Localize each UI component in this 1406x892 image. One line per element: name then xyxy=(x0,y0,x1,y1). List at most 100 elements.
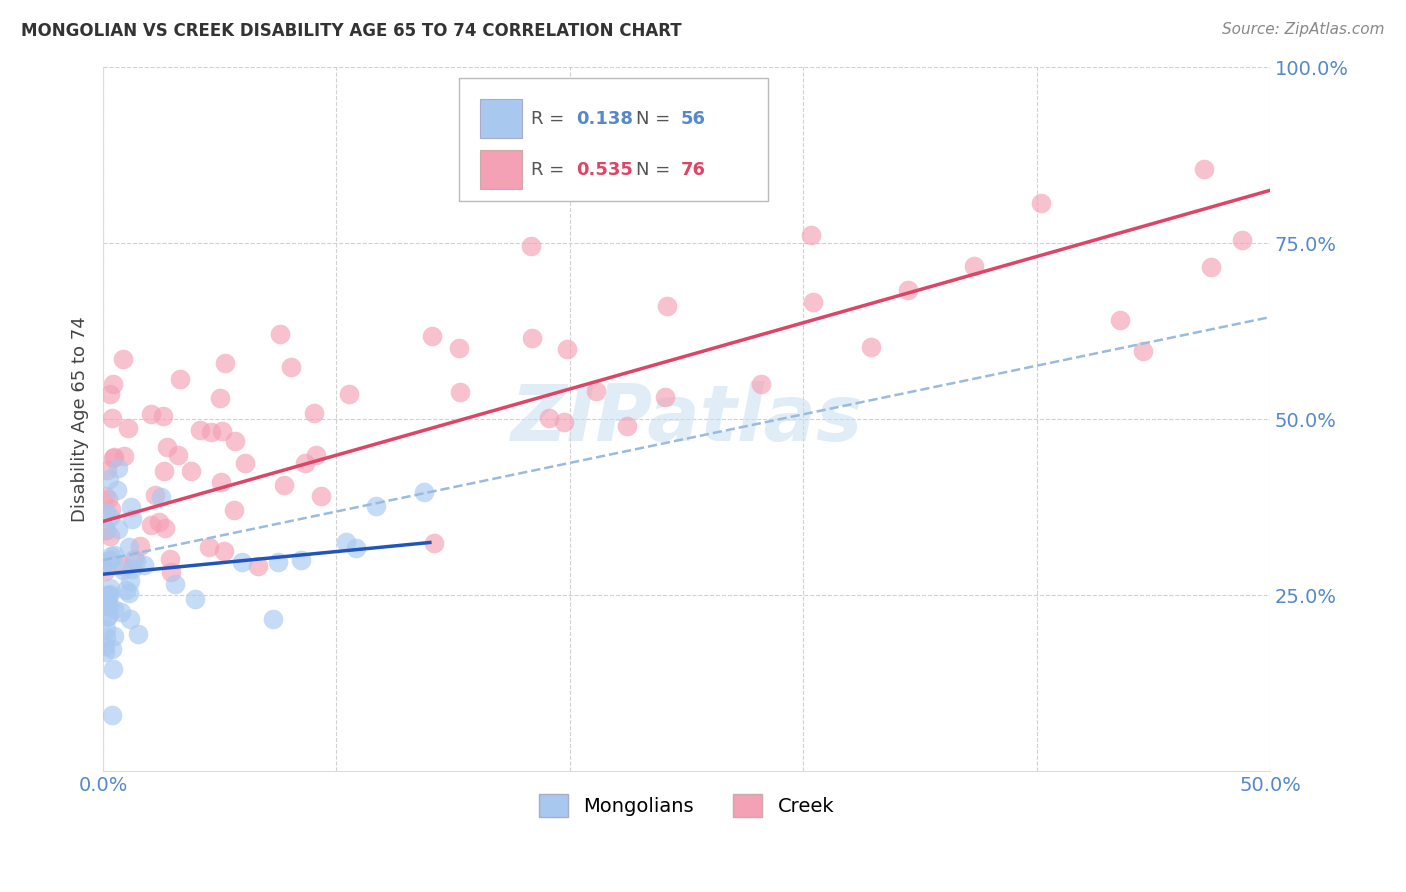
Text: 0.138: 0.138 xyxy=(575,110,633,128)
Point xyxy=(100,501,122,516)
Point xyxy=(98,471,121,485)
Point xyxy=(231,555,253,569)
Point xyxy=(98,510,121,524)
Point xyxy=(97,588,120,602)
Point xyxy=(94,639,117,653)
Point xyxy=(141,407,163,421)
Point xyxy=(555,342,578,356)
Point xyxy=(180,464,202,478)
Point xyxy=(522,331,544,345)
Point xyxy=(224,434,246,448)
Point xyxy=(208,392,231,406)
Point xyxy=(124,552,146,566)
Text: 76: 76 xyxy=(681,161,706,178)
Point xyxy=(200,425,222,439)
Point xyxy=(246,558,269,573)
Point xyxy=(1199,260,1222,274)
Point xyxy=(94,489,117,503)
Point xyxy=(152,409,174,424)
Point xyxy=(100,587,122,601)
Point xyxy=(125,554,148,568)
Point xyxy=(117,421,139,435)
Point xyxy=(585,384,607,399)
Point xyxy=(447,341,470,355)
Point xyxy=(413,485,436,500)
Point xyxy=(267,555,290,569)
Point xyxy=(269,327,291,342)
Point xyxy=(98,599,121,613)
Point xyxy=(1108,313,1130,327)
Point xyxy=(183,592,205,607)
Point xyxy=(344,541,367,555)
Point xyxy=(103,601,125,615)
Point xyxy=(98,387,121,401)
Point xyxy=(94,555,117,569)
Point xyxy=(97,491,120,506)
Point xyxy=(94,597,117,611)
Text: 56: 56 xyxy=(681,110,706,128)
Point xyxy=(112,558,135,573)
Point xyxy=(96,505,118,519)
Point xyxy=(120,500,142,514)
Point xyxy=(96,610,118,624)
Point xyxy=(117,586,139,600)
FancyBboxPatch shape xyxy=(458,78,768,201)
Point xyxy=(94,645,117,659)
Point xyxy=(97,588,120,602)
Point xyxy=(94,564,117,578)
FancyBboxPatch shape xyxy=(479,150,522,189)
Point xyxy=(449,384,471,399)
Point xyxy=(335,535,357,549)
Point xyxy=(294,456,316,470)
Point xyxy=(962,259,984,273)
Point xyxy=(235,456,257,470)
Point xyxy=(96,593,118,607)
Point xyxy=(100,411,122,425)
Text: R =: R = xyxy=(531,161,571,178)
Point xyxy=(1132,344,1154,359)
Point xyxy=(121,512,143,526)
Point xyxy=(520,239,543,253)
Point xyxy=(101,708,124,723)
Point xyxy=(112,351,135,366)
Text: 0.535: 0.535 xyxy=(575,161,633,178)
Point xyxy=(749,377,772,392)
Point xyxy=(420,328,443,343)
Point xyxy=(148,515,170,529)
Point xyxy=(153,521,176,535)
Point xyxy=(101,377,124,392)
Point xyxy=(188,423,211,437)
Point xyxy=(115,583,138,598)
Legend: Mongolians, Creek: Mongolians, Creek xyxy=(531,786,842,825)
Point xyxy=(800,227,823,242)
Point xyxy=(101,662,124,676)
Point xyxy=(98,529,121,543)
Point xyxy=(132,558,155,572)
Point xyxy=(103,450,125,465)
Point xyxy=(97,609,120,624)
Point xyxy=(143,488,166,502)
Point xyxy=(165,576,187,591)
Point xyxy=(1192,161,1215,176)
Point xyxy=(273,478,295,492)
Point xyxy=(128,539,150,553)
Point xyxy=(98,553,121,567)
Point xyxy=(169,372,191,386)
Point xyxy=(537,411,560,425)
Point xyxy=(214,356,236,370)
Point xyxy=(290,552,312,566)
Point xyxy=(654,390,676,404)
Point xyxy=(305,448,328,462)
Point xyxy=(103,630,125,644)
Point xyxy=(1232,233,1254,247)
Point xyxy=(209,475,232,489)
Point xyxy=(107,461,129,475)
Point xyxy=(309,489,332,503)
Point xyxy=(302,406,325,420)
Point xyxy=(107,522,129,536)
Point xyxy=(97,554,120,568)
Point xyxy=(112,563,135,577)
Point xyxy=(212,544,235,558)
Y-axis label: Disability Age 65 to 74: Disability Age 65 to 74 xyxy=(72,317,89,522)
Point xyxy=(160,565,183,579)
